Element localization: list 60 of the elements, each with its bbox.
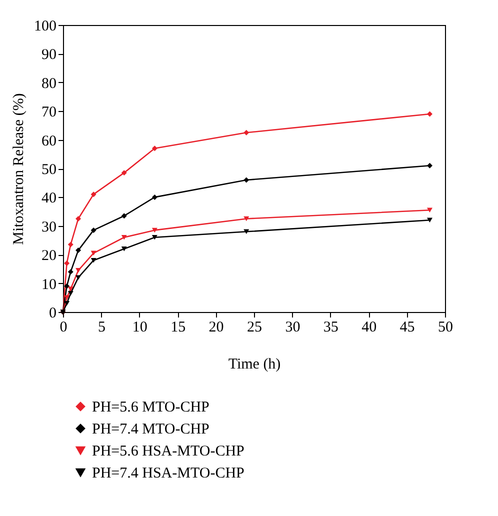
point xyxy=(64,301,70,306)
x-tick-label: 5 xyxy=(98,320,106,336)
point xyxy=(76,248,82,254)
y-tick-label: 0 xyxy=(49,306,56,322)
y-tick-label: 20 xyxy=(42,248,56,264)
y-tick-label: 50 xyxy=(42,162,56,178)
point xyxy=(426,111,432,117)
legend-label: PH=5.6 HSA-MTO-CHP xyxy=(92,444,244,460)
point xyxy=(121,213,127,219)
point xyxy=(90,258,96,263)
point xyxy=(90,227,96,233)
legend-label: PH=5.6 MTO-CHP xyxy=(92,400,210,416)
y-tick-label: 10 xyxy=(42,276,56,293)
point xyxy=(244,229,250,234)
point xyxy=(76,268,82,273)
point xyxy=(76,275,82,280)
x-tick-label: 10 xyxy=(132,320,148,336)
point xyxy=(426,208,432,212)
x-tick-label: 50 xyxy=(438,320,453,336)
point xyxy=(68,242,74,248)
legend-label: PH=7.4 MTO-CHP xyxy=(92,422,210,438)
point xyxy=(244,130,250,136)
point xyxy=(244,216,250,222)
point xyxy=(152,146,158,152)
point xyxy=(121,246,127,252)
x-tick-label: 40 xyxy=(362,320,377,336)
legend-label: PH=7.4 HSA-MTO-CHP xyxy=(92,466,244,482)
y-tick-label: 30 xyxy=(42,219,56,236)
point xyxy=(76,216,82,222)
x-tick-label: 45 xyxy=(400,320,415,336)
point xyxy=(68,286,74,292)
point xyxy=(426,162,432,168)
point xyxy=(64,295,70,300)
x-axis-title: Time (h) xyxy=(228,356,281,372)
x-tick-label: 35 xyxy=(323,320,338,336)
point xyxy=(64,260,70,266)
y-tick-label: 60 xyxy=(42,133,56,150)
point xyxy=(152,194,158,200)
point xyxy=(152,235,158,240)
point xyxy=(90,192,96,198)
point xyxy=(121,170,127,176)
point xyxy=(64,283,70,289)
y-axis-title: Mitoxantron Release (%) xyxy=(11,93,27,245)
y-tick-label: 40 xyxy=(42,190,56,207)
point xyxy=(68,290,74,296)
y-tick-label: 100 xyxy=(34,18,56,34)
point xyxy=(244,177,250,183)
x-tick-label: 20 xyxy=(208,320,224,336)
point xyxy=(68,269,74,275)
x-tick-label: 30 xyxy=(285,320,300,336)
x-tick-label: 25 xyxy=(247,320,262,336)
point xyxy=(152,228,158,233)
y-tick-label: 90 xyxy=(42,47,56,64)
point xyxy=(426,218,432,223)
x-tick-label: 0 xyxy=(60,320,68,336)
point xyxy=(90,250,96,256)
x-tick-label: 15 xyxy=(170,320,186,336)
y-tick-label: 70 xyxy=(42,104,56,121)
y-tick-label: 80 xyxy=(42,76,56,92)
point xyxy=(121,235,127,240)
